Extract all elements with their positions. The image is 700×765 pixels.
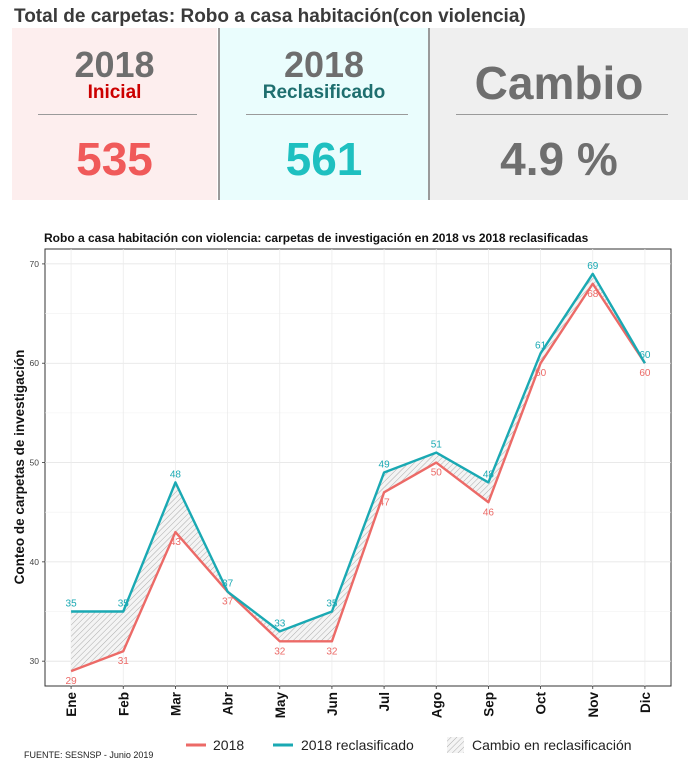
data-label-reclasificado: 33 [274, 618, 286, 629]
plot-panel [44, 248, 672, 687]
y-tick-label: 50 [30, 458, 40, 468]
x-tick-label: Jul [377, 692, 392, 712]
data-label-2018: 32 [274, 646, 286, 657]
initial-label: Inicial [87, 82, 142, 103]
x-tick-label: Dic [638, 692, 653, 714]
data-labels: 29 31 43 37 32 32 47 50 46 60 68 60 35 35 48 37 33 35 49 51… [66, 261, 651, 687]
reclass-value: 561 [285, 133, 363, 185]
legend-label-band: Cambio en reclasificación [472, 737, 632, 753]
data-label-2018: 32 [326, 646, 338, 657]
line-chart: Robo a casa habitación con violencia: ca… [12, 231, 672, 760]
data-label-reclasificado: 35 [66, 599, 78, 610]
data-label-reclasificado: 35 [326, 599, 338, 610]
x-tick-label: Abr [221, 691, 236, 715]
data-label-reclasificado: 51 [431, 440, 443, 451]
data-label-2018: 43 [170, 537, 182, 548]
chart-title: Robo a casa habitación con violencia: ca… [44, 231, 589, 245]
initial-value: 535 [76, 133, 153, 185]
y-tick-label: 70 [30, 259, 40, 269]
y-axis-title: Conteo de carpetas de investigación [12, 350, 27, 585]
data-label-2018: 29 [66, 676, 78, 687]
initial-year: 2018 [74, 44, 155, 85]
x-tick-label: Ago [429, 692, 444, 718]
reclass-label: Reclasificado [262, 82, 386, 103]
reclass-divider [246, 114, 408, 115]
initial-divider [38, 114, 197, 115]
change-band-area [71, 273, 645, 672]
series-line-2018-reclasificado [71, 272, 646, 633]
data-label-reclasificado: 37 [222, 579, 234, 590]
change-label: Cambio [474, 57, 644, 109]
data-label-reclasificado: 48 [170, 469, 182, 480]
data-label-2018: 37 [222, 597, 234, 608]
data-label-reclasificado: 48 [483, 469, 495, 480]
data-label-2018: 68 [587, 289, 599, 300]
data-label-2018: 60 [639, 368, 651, 379]
y-tick-label: 40 [30, 557, 40, 567]
page-title: Total de carpetas: Robo a casa habitació… [14, 6, 526, 27]
data-label-2018: 60 [535, 368, 547, 379]
x-tick-label: Oct [534, 692, 549, 715]
panel-change: Cambio 4.9 % [428, 28, 688, 200]
data-label-reclasificado: 69 [587, 261, 599, 272]
data-label-reclasificado: 35 [118, 599, 130, 610]
x-tick-label: Ene [64, 692, 79, 717]
y-tick-label: 60 [30, 358, 40, 368]
x-tick-label: Feb [116, 692, 131, 716]
x-axis: Ene Feb Mar Abr May Jun Jul Ago Sep Oct Nov Dic [64, 686, 653, 718]
series-lines [70, 272, 646, 673]
change-divider [456, 114, 668, 115]
x-tick-label: May [273, 692, 288, 719]
legend: 2018 2018 reclasificado Cambio en reclasif… [186, 737, 632, 753]
legend-label-2018: 2018 [213, 737, 244, 753]
y-tick-label: 30 [30, 656, 40, 666]
reclass-year: 2018 [283, 44, 365, 85]
data-label-reclasificado: 60 [639, 350, 651, 361]
x-tick-label: Nov [586, 692, 601, 718]
y-axis: 30 40 50 60 70 [30, 259, 45, 666]
panel-reclassified: 2018 Reclasificado 561 [218, 28, 428, 200]
data-label-2018: 46 [483, 507, 495, 518]
legend-label-reclasificado: 2018 reclasificado [301, 737, 414, 753]
series-line-2018 [70, 282, 646, 673]
x-tick-label: Sep [481, 692, 496, 717]
change-band [71, 273, 645, 672]
data-label-reclasificado: 49 [379, 459, 391, 470]
x-tick-label: Mar [168, 691, 183, 716]
x-tick-label: Jun [325, 692, 340, 716]
source-note: FUENTE: SESNSP - Junio 2019 [24, 750, 153, 760]
change-value: 4.9 % [500, 133, 618, 185]
legend-key-band [447, 737, 464, 753]
data-label-2018: 31 [118, 656, 130, 667]
data-label-reclasificado: 61 [535, 340, 547, 351]
data-label-2018: 50 [431, 468, 443, 479]
panel-initial: 2018 Inicial 535 [12, 28, 217, 200]
data-label-2018: 47 [379, 497, 391, 508]
